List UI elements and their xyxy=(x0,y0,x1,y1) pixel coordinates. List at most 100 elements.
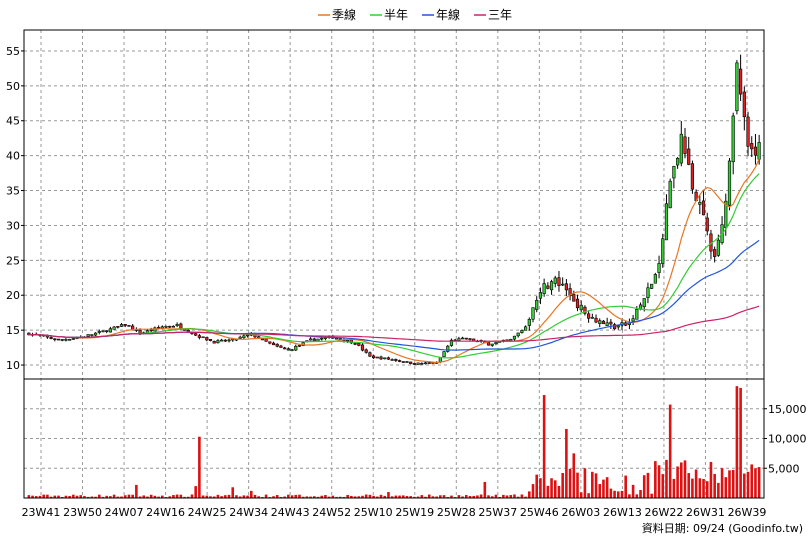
volume-bar xyxy=(31,495,34,498)
volume-bar xyxy=(34,496,38,498)
candle-body xyxy=(598,320,602,324)
volume-bar xyxy=(705,481,709,498)
candle-body xyxy=(416,362,420,365)
volume-tick-label: 5,000 xyxy=(768,462,800,475)
candle-body xyxy=(394,359,398,361)
candle-body xyxy=(653,274,657,284)
volume-bar xyxy=(546,485,550,498)
volume-bar xyxy=(553,480,557,498)
volume-bar xyxy=(605,477,609,498)
candle-body xyxy=(53,338,57,341)
candle-body xyxy=(127,325,131,327)
candle-body xyxy=(116,326,120,328)
price-tick-label: 15 xyxy=(6,324,20,337)
candle-body xyxy=(468,338,472,340)
candle-body xyxy=(561,283,565,286)
candle-body xyxy=(746,116,750,147)
volume-bar xyxy=(505,495,509,498)
candle-body xyxy=(672,166,676,179)
volume-bar xyxy=(472,495,475,498)
volume-bar xyxy=(172,495,175,498)
volume-bar xyxy=(298,494,301,498)
volume-bar xyxy=(290,495,294,498)
candle-body xyxy=(464,337,468,340)
volume-bar xyxy=(639,490,642,498)
candle-body xyxy=(216,340,220,344)
volume-bar xyxy=(720,468,724,498)
volume-bar xyxy=(572,453,576,498)
candle-body xyxy=(601,320,606,325)
candle-body xyxy=(346,339,350,342)
x-tick-label: 24W34 xyxy=(229,506,268,519)
volume-bar xyxy=(109,496,112,498)
candle-body xyxy=(616,325,620,328)
volume-bar xyxy=(424,496,427,498)
volume-bar xyxy=(754,468,757,498)
volume-bar xyxy=(331,495,335,498)
volume-bar xyxy=(27,495,31,498)
volume-bar xyxy=(568,468,572,498)
x-tick-label: 24W16 xyxy=(146,506,185,519)
candle-body xyxy=(27,332,31,336)
volume-bar xyxy=(439,495,442,498)
volume-bar xyxy=(342,496,346,498)
x-tick-label: 24W07 xyxy=(105,506,144,519)
volume-bar xyxy=(387,492,390,498)
candle-body xyxy=(724,200,728,229)
volume-bar xyxy=(502,494,505,498)
volume-bar xyxy=(179,494,183,498)
price-tick-label: 20 xyxy=(6,289,20,302)
candle-body xyxy=(661,238,665,264)
volume-bar xyxy=(249,490,253,498)
volume-bar xyxy=(624,475,627,498)
candle-body xyxy=(379,356,383,360)
volume-bar xyxy=(279,496,283,498)
candle-body xyxy=(646,287,650,298)
volume-bar xyxy=(602,479,605,498)
volume-bar xyxy=(431,496,435,498)
volume-bar xyxy=(275,495,279,498)
candle-body xyxy=(542,283,546,294)
volume-bar xyxy=(64,495,68,498)
volume-bar xyxy=(209,496,212,498)
volume-bar xyxy=(401,495,405,498)
volume-bar xyxy=(42,494,45,498)
volume-bar xyxy=(528,491,531,498)
volume-bar xyxy=(576,472,579,498)
x-tick-label: 24W43 xyxy=(271,506,310,519)
volume-bar xyxy=(616,491,620,498)
candle-body xyxy=(308,338,313,341)
candle-body xyxy=(397,360,402,362)
volume-bar xyxy=(316,496,320,498)
volume-bar xyxy=(346,494,349,498)
volume-bar xyxy=(442,495,446,498)
volume-bar xyxy=(309,496,312,498)
volume-bar xyxy=(242,495,246,498)
candle-body xyxy=(290,349,294,351)
volume-bar xyxy=(635,494,639,498)
candle-body xyxy=(538,292,543,299)
x-tick-label: 23W41 xyxy=(22,506,61,519)
volume-bar xyxy=(620,490,624,498)
volume-bar xyxy=(175,494,179,498)
candle-body xyxy=(64,339,68,341)
candle-body xyxy=(423,362,428,365)
x-tick-label: 26W03 xyxy=(561,506,600,519)
candle-body xyxy=(245,334,250,337)
volume-bar xyxy=(416,496,420,498)
price-tick-label: 55 xyxy=(6,45,20,58)
volume-bar xyxy=(513,494,516,498)
x-tick-label: 25W10 xyxy=(354,506,393,519)
candle-body xyxy=(223,339,227,342)
volume-bar xyxy=(757,467,761,498)
candle-body xyxy=(675,157,680,166)
volume-bar xyxy=(201,495,205,498)
candle-body xyxy=(68,339,72,341)
volume-bar xyxy=(86,496,90,498)
volume-bar xyxy=(487,495,490,498)
volume-bar xyxy=(97,494,101,498)
x-tick-label: 23W50 xyxy=(63,506,102,519)
volume-bar xyxy=(420,495,424,498)
volume-bar xyxy=(231,487,235,498)
volume-bar xyxy=(483,481,487,498)
